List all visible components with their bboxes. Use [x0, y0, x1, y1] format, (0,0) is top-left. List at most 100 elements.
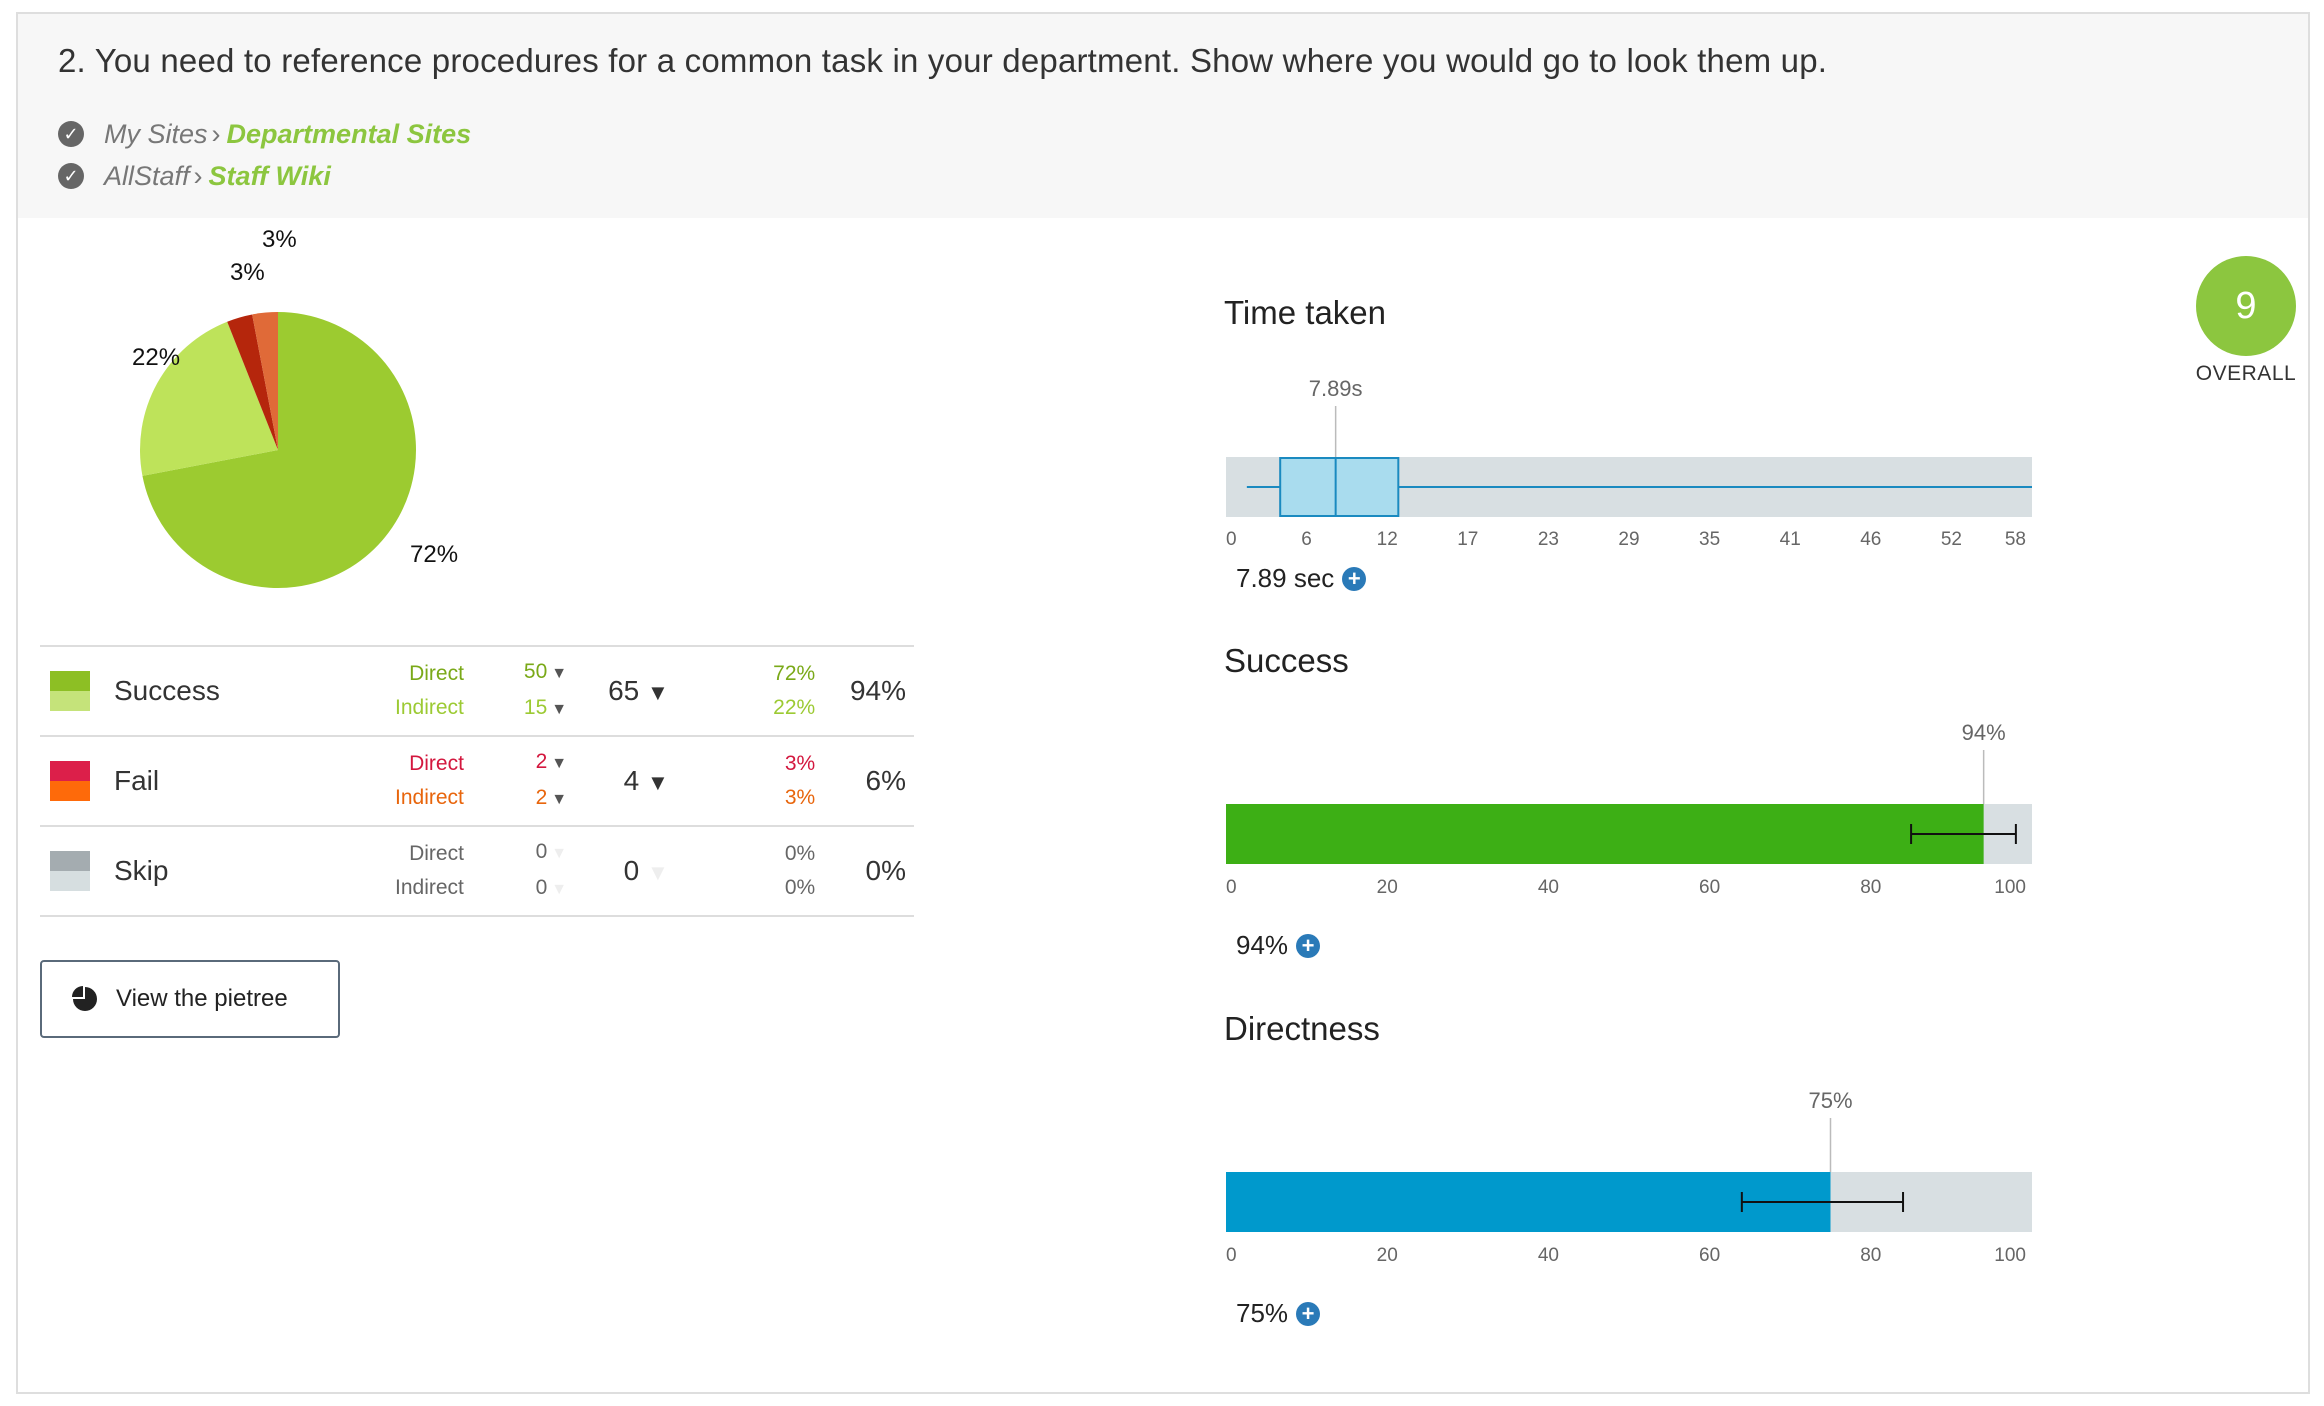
x-tick-label: 60 [1699, 877, 1720, 898]
x-tick-label: 12 [1377, 529, 1398, 550]
directness-readout: 75% + [1236, 1298, 1321, 1329]
filter-icon: ▼ [551, 881, 568, 898]
time-taken-readout: 7.89 sec + [1236, 563, 1367, 594]
result-label: Success [114, 675, 220, 706]
total-count: 0 ▼ [623, 855, 669, 886]
x-tick-label: 80 [1860, 877, 1881, 898]
results-table: Success Direct Indirect 50 ▼ 15 ▼ 65 ▼ 72% 22… [40, 645, 914, 917]
indirect-percent: 0% [784, 876, 816, 899]
task-header: 2. You need to reference procedures for … [18, 14, 2308, 218]
filter-icon[interactable]: ▼ [551, 701, 568, 718]
direct-percent: 72% [773, 662, 816, 685]
x-tick-label: 23 [1538, 529, 1559, 550]
x-tick-label: 0 [1226, 877, 1237, 898]
indirect-count[interactable]: 2 ▼ [464, 781, 568, 817]
pie-chart-icon [72, 986, 97, 1011]
median-label: 7.89s [1309, 376, 1363, 401]
x-tick-label: 100 [1994, 877, 2026, 898]
total-count[interactable]: 65 ▼ [608, 675, 669, 706]
x-tick-label: 52 [1941, 529, 1962, 550]
x-tick-label: 6 [1301, 529, 1312, 550]
expand-plus-icon[interactable]: + [1296, 1301, 1321, 1326]
path-parent: AllStaff [104, 160, 190, 191]
value-label: 75% [1808, 1088, 1852, 1113]
x-tick-label: 60 [1699, 1245, 1720, 1266]
fail-swatch [50, 761, 90, 801]
row-percent: 6% [865, 765, 906, 796]
indirect-label: Indirect [395, 786, 464, 809]
success-title: Success [1224, 642, 1349, 679]
bar-fill [1226, 1172, 1831, 1232]
pie-slice [142, 312, 416, 588]
total-count[interactable]: 4 ▼ [623, 765, 669, 796]
pie-slice [140, 321, 278, 476]
results-pie-chart: 72% 22% 3% 3% [132, 226, 458, 588]
time-taken-boxplot: 7.89s 0 6 12 17 23 29 35 41 46 52 58 [1226, 376, 2032, 550]
direct-label: Direct [409, 752, 464, 775]
direct-count[interactable]: 2 ▼ [464, 745, 568, 781]
indirect-count[interactable]: 15 ▼ [464, 691, 567, 727]
filter-icon[interactable]: ▼ [551, 755, 568, 772]
check-icon: ✓ [58, 121, 84, 147]
value-label: 94% [1962, 720, 2006, 745]
path-parent: My Sites [104, 118, 208, 149]
direct-percent: 3% [784, 752, 816, 775]
skip-swatch [50, 851, 90, 891]
skip-row: Skip Direct Indirect 0 ▼ 0 ▼ 0 ▼ 0% 0% 0% [40, 826, 914, 916]
direct-label: Direct [409, 842, 464, 865]
directness-bar-chart: 75% 0 20 40 60 80 100 [1226, 1088, 2032, 1266]
x-tick-label: 20 [1377, 1245, 1398, 1266]
task-question: 2. You need to reference procedures for … [58, 42, 1828, 79]
time-taken-title: Time taken [1224, 294, 1387, 331]
success-row: Success Direct Indirect 50 ▼ 15 ▼ 65 ▼ 72% 22… [40, 646, 914, 736]
pie-slice-label: 72% [410, 541, 458, 568]
view-pietree-button[interactable]: View the pietree [40, 960, 340, 1038]
task-result-card: 2. You need to reference procedures for … [16, 12, 2310, 1394]
x-tick-label: 58 [2005, 529, 2026, 550]
indirect-count: 0 ▼ [464, 871, 568, 907]
x-tick-label: 80 [1860, 1245, 1881, 1266]
pie-slice-label: 3% [230, 259, 265, 286]
fail-row: Fail Direct Indirect 2 ▼ 2 ▼ 4 ▼ 3% 3% 6% [40, 736, 914, 826]
check-icon: ✓ [58, 163, 84, 189]
path-target: Staff Wiki [208, 160, 331, 191]
indirect-label: Indirect [395, 696, 464, 719]
pie-slice-label: 3% [262, 226, 297, 253]
x-tick-label: 0 [1226, 1245, 1237, 1266]
pie-slice [252, 312, 278, 450]
filter-icon[interactable]: ▼ [647, 770, 669, 795]
success-bar-chart: 94% 0 20 40 60 80 100 [1226, 720, 2032, 898]
x-tick-label: 46 [1860, 529, 1881, 550]
result-label: Fail [114, 765, 160, 796]
expand-plus-icon[interactable]: + [1342, 566, 1367, 591]
filter-icon[interactable]: ▼ [647, 680, 669, 705]
correct-path-1: ✓ My Sites › Departmental Sites [58, 114, 471, 154]
x-tick-label: 17 [1457, 529, 1478, 550]
filter-icon: ▼ [551, 845, 568, 862]
x-tick-label: 100 [1994, 1245, 2026, 1266]
direct-count[interactable]: 50 ▼ [464, 655, 567, 691]
iqr-box [1279, 457, 1400, 517]
chevron-right-icon: › [193, 160, 203, 191]
direct-count: 0 ▼ [464, 835, 568, 871]
filter-icon[interactable]: ▼ [551, 665, 568, 682]
overall-score-badge: 9 [2196, 256, 2296, 356]
success-swatch [50, 671, 90, 711]
x-tick-label: 41 [1780, 529, 1801, 550]
bar-fill [1226, 804, 1984, 864]
path-target: Departmental Sites [226, 118, 472, 149]
expand-plus-icon[interactable]: + [1296, 933, 1321, 958]
result-label: Skip [114, 855, 169, 886]
x-tick-label: 40 [1538, 877, 1559, 898]
x-tick-label: 40 [1538, 1245, 1559, 1266]
overall-label: OVERALL [2195, 362, 2297, 385]
x-tick-label: 0 [1226, 529, 1237, 550]
x-tick-label: 35 [1699, 529, 1720, 550]
x-tick-label: 20 [1377, 877, 1398, 898]
indirect-percent: 3% [784, 786, 816, 809]
directness-title: Directness [1224, 1010, 1380, 1047]
filter-icon[interactable]: ▼ [551, 791, 568, 808]
direct-percent: 0% [784, 842, 816, 865]
row-percent: 94% [849, 675, 906, 706]
success-readout: 94% + [1236, 930, 1321, 961]
